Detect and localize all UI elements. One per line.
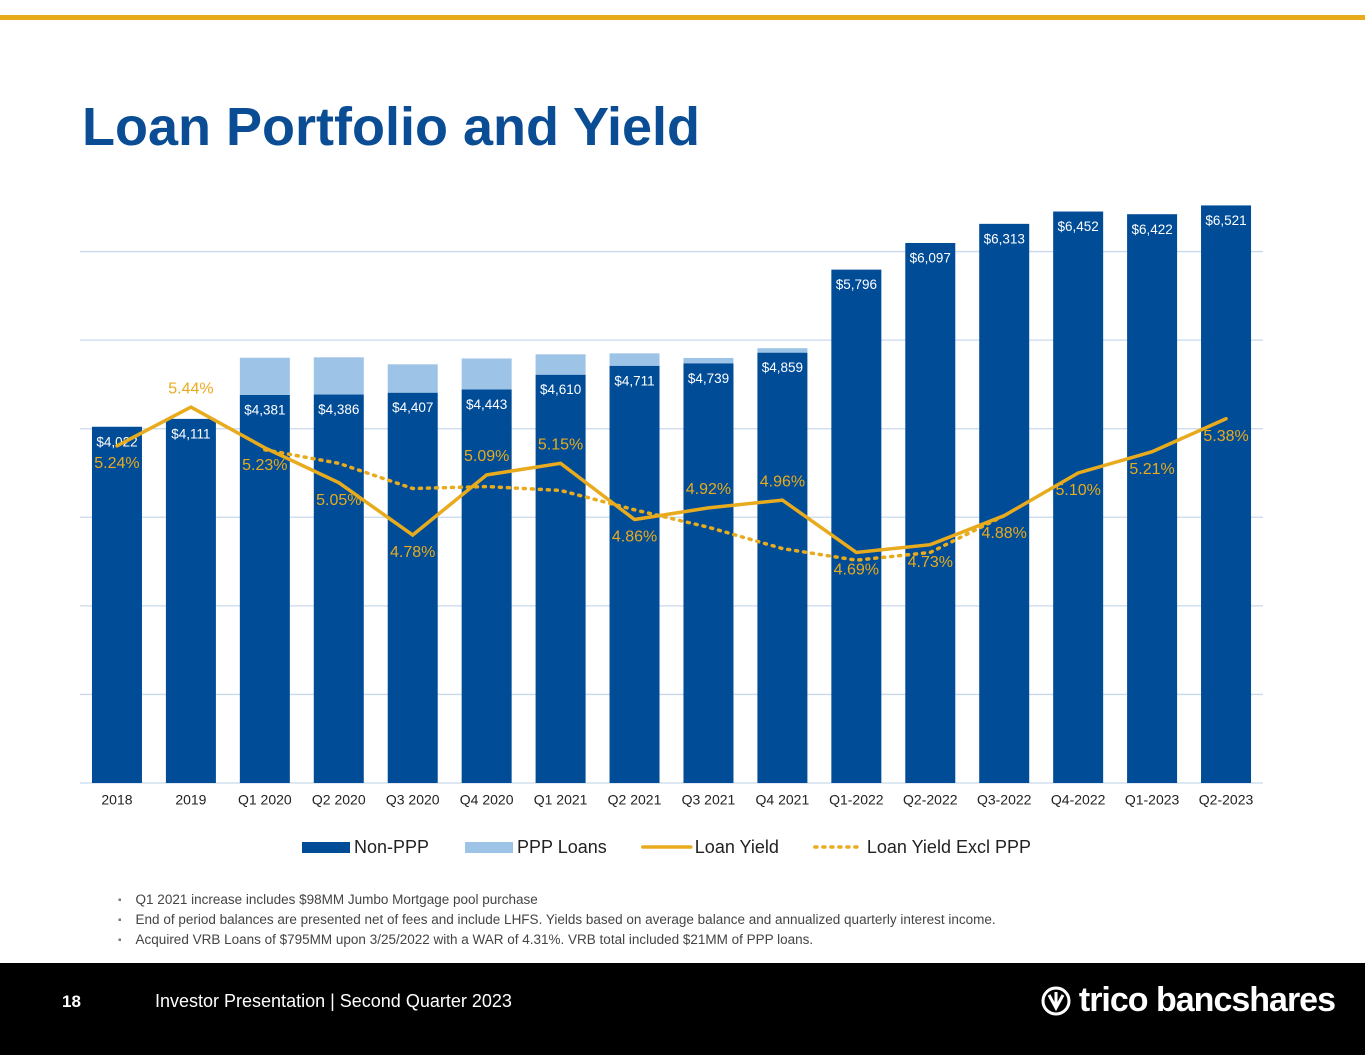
line-value-label: 4.69%	[834, 562, 879, 579]
line-value-label: 5.15%	[538, 437, 583, 454]
x-tick-label: Q4 2020	[460, 792, 514, 808]
slide-title: Loan Portfolio and Yield	[82, 97, 701, 157]
bar-value-label: $4,407	[392, 400, 433, 415]
bar-value-label: $6,452	[1058, 219, 1099, 234]
bar	[757, 352, 808, 783]
bar	[609, 353, 660, 366]
bar	[91, 426, 142, 783]
x-tick-label: Q3-2022	[977, 792, 1032, 808]
bar	[905, 242, 956, 784]
line-value-label: 5.38%	[1203, 428, 1248, 445]
x-tick-label: Q1-2022	[829, 792, 884, 808]
x-tick-label: Q2 2020	[312, 792, 366, 808]
x-tick-label: Q2 2021	[608, 792, 662, 808]
note: Acquired VRB Loans of $795MM upon 3/25/2…	[118, 931, 996, 951]
line-value-label: 5.05%	[316, 492, 361, 509]
note: Q1 2021 increase includes $98MM Jumbo Mo…	[118, 891, 996, 911]
bar-value-label: $4,111	[171, 426, 210, 441]
top-rule	[0, 15, 1365, 20]
bar	[239, 357, 290, 395]
bar-value-label: $4,386	[318, 402, 359, 417]
bar-value-label: $6,313	[984, 231, 1025, 246]
line-value-label: 4.88%	[982, 525, 1027, 542]
page-number: 18	[62, 992, 81, 1011]
bar-value-label: $4,381	[244, 403, 285, 418]
x-tick-label: Q2-2023	[1199, 792, 1254, 808]
x-tick-label: Q2-2022	[903, 792, 958, 808]
bar	[831, 269, 882, 783]
logo: trico bancshares	[1041, 981, 1336, 1020]
line-value-label: 5.24%	[94, 455, 139, 472]
line-value-label: 5.10%	[1055, 482, 1100, 499]
bar	[979, 223, 1030, 783]
bar	[461, 389, 512, 783]
bar	[387, 364, 438, 393]
dotted-line	[263, 448, 1006, 562]
bar-value-label: $6,521	[1205, 213, 1246, 228]
bar-value-label: $4,610	[540, 382, 581, 397]
bar	[313, 357, 364, 395]
legend-label: Loan Yield	[695, 837, 779, 857]
bar	[461, 358, 512, 390]
legend-label: Non-PPP	[354, 837, 429, 857]
x-tick-label: 2019	[175, 792, 206, 808]
bar	[683, 357, 734, 364]
line-value-label: 5.21%	[1129, 461, 1174, 478]
line-value-label: 4.78%	[390, 544, 435, 561]
line-value-label: 5.44%	[168, 380, 213, 397]
bar	[387, 392, 438, 783]
logo-icon	[1041, 986, 1071, 1015]
x-tick-label: 2018	[101, 792, 132, 808]
line-value-label: 4.73%	[908, 554, 953, 571]
bar	[609, 365, 660, 783]
logo-text: trico bancshares	[1078, 981, 1336, 1019]
legend-swatch	[465, 842, 514, 853]
bar	[1053, 211, 1104, 784]
bar	[683, 363, 734, 783]
line-value-label: 4.96%	[760, 473, 805, 490]
line-value-label: 4.92%	[686, 481, 731, 498]
bar-value-label: $4,859	[762, 360, 803, 375]
bar	[757, 348, 808, 353]
bar-value-label: $6,097	[910, 251, 951, 266]
bar-value-label: $4,739	[688, 371, 729, 386]
x-tick-label: Q1-2023	[1125, 792, 1180, 808]
notes: Q1 2021 increase includes $98MM Jumbo Mo…	[118, 891, 996, 951]
bar-value-label: $4,443	[466, 397, 507, 412]
bar-value-label: $4,711	[614, 373, 654, 388]
bar-value-label: $5,796	[836, 277, 877, 292]
footer: 18 Investor Presentation | Second Quarte…	[0, 963, 1365, 1055]
x-tick-label: Q3 2021	[682, 792, 736, 808]
line-value-label: 4.86%	[612, 529, 657, 546]
x-tick-label: Q1 2020	[238, 792, 292, 808]
bar	[535, 354, 586, 375]
bar	[535, 374, 586, 783]
note: End of period balances are presented net…	[118, 911, 996, 931]
legend-label: PPP Loans	[517, 837, 607, 857]
x-tick-label: Q3 2020	[386, 792, 440, 808]
chart: 2018 2019 Q1 2020 Q2 2020 Q3 2020 Q4 2020 Q1 2…	[80, 205, 1263, 857]
x-tick-label: Q1 2021	[534, 792, 588, 808]
bar	[1127, 214, 1178, 784]
bar-value-label: $4,022	[96, 434, 137, 449]
bar	[239, 394, 290, 783]
legend-swatch	[302, 842, 350, 853]
line	[115, 405, 1228, 555]
footer-text: Investor Presentation | Second Quarter 2…	[155, 991, 512, 1011]
line-value-label: 5.23%	[242, 457, 287, 474]
bar-value-label: $6,422	[1131, 222, 1172, 237]
x-tick-label: Q4 2021	[756, 792, 810, 808]
line-value-label: 5.09%	[464, 448, 509, 465]
x-tick-label: Q4-2022	[1051, 792, 1106, 808]
legend-label: Loan Yield Excl PPP	[867, 837, 1031, 857]
bar	[165, 418, 216, 783]
bar	[313, 394, 364, 783]
bar	[1201, 205, 1252, 783]
